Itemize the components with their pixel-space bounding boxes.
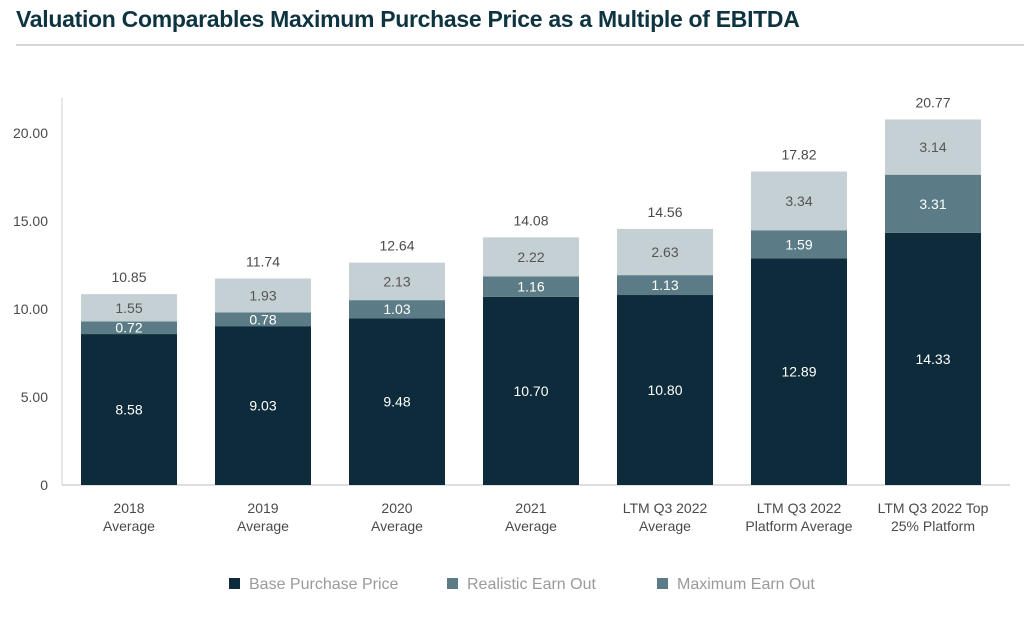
title-divider <box>16 44 1024 46</box>
x-category-label: 25% Platform <box>891 518 975 534</box>
bar-segment-realistic-earn-out <box>81 321 177 335</box>
x-category-label: LTM Q3 2022 Top <box>878 500 989 516</box>
data-label: 14.33 <box>915 351 950 367</box>
bar-segment-realistic-earn-out <box>483 276 579 297</box>
x-category-label: Average <box>639 518 691 534</box>
bar-segment-base-purchase-price <box>81 334 177 485</box>
x-category-label: Average <box>371 518 423 534</box>
y-tick-label: 20.00 <box>13 125 48 141</box>
legend-swatch <box>229 578 240 589</box>
data-label: 3.31 <box>919 196 946 212</box>
data-label: 0.78 <box>249 311 276 327</box>
x-category-label: Average <box>505 518 557 534</box>
data-label: 1.93 <box>249 287 276 303</box>
data-label: 2.22 <box>517 249 544 265</box>
legend-swatch <box>447 578 458 589</box>
bar-segment-maximum-earn-out <box>215 278 311 313</box>
data-label: 1.55 <box>115 300 142 316</box>
data-label: 3.34 <box>785 193 812 209</box>
y-tick-label: 15.00 <box>13 213 48 229</box>
bar-segment-realistic-earn-out <box>349 300 445 319</box>
chart-bars: 8.58 0.72 1.55 10.85 2018 Average 9.03 0.78 1.93… <box>81 94 989 534</box>
bar-segment-maximum-earn-out <box>349 262 445 301</box>
chart-legend: Base Purchase Price Realistic Earn Out Max… <box>229 576 815 593</box>
total-label: 14.56 <box>647 204 682 220</box>
data-label: 1.03 <box>383 301 410 317</box>
x-category-label: 2020 <box>381 500 412 516</box>
data-label: 3.14 <box>919 139 946 155</box>
data-label: 0.72 <box>115 320 142 336</box>
x-category-label: Average <box>237 518 289 534</box>
y-tick-label: 10.00 <box>13 301 48 317</box>
x-category-label: Average <box>103 518 155 534</box>
data-label: 9.48 <box>383 394 410 410</box>
data-label: 9.03 <box>249 398 276 414</box>
bar-segment-realistic-earn-out <box>617 275 713 296</box>
legend-entry-label: Base Purchase Price <box>249 576 399 593</box>
bar-segment-maximum-earn-out <box>617 228 713 276</box>
bar-segment-base-purchase-price <box>751 258 847 485</box>
y-tick-label: 5.00 <box>21 389 48 405</box>
data-label: 1.16 <box>517 279 544 295</box>
bar-segment-maximum-earn-out <box>885 119 981 175</box>
bar-segment-base-purchase-price <box>885 232 981 485</box>
legend-entry-label: Maximum Earn Out <box>677 576 815 593</box>
bar-segment-maximum-earn-out <box>483 237 579 277</box>
data-label: 2.63 <box>651 244 678 260</box>
total-label: 20.77 <box>915 94 950 110</box>
total-label: 10.85 <box>111 269 146 285</box>
data-label: 1.59 <box>785 236 812 252</box>
data-label: 2.13 <box>383 273 410 289</box>
total-label: 12.64 <box>379 238 414 254</box>
bar-segment-base-purchase-price <box>483 296 579 485</box>
y-tick-label: 0 <box>40 477 48 493</box>
legend-entry-label: Realistic Earn Out <box>467 576 596 593</box>
x-category-label: LTM Q3 2022 <box>623 500 708 516</box>
legend-swatch <box>657 578 668 589</box>
bar-segment-base-purchase-price <box>617 295 713 485</box>
bar-segment-realistic-earn-out <box>751 230 847 259</box>
bar-segment-base-purchase-price <box>215 326 311 485</box>
x-category-label: 2021 <box>515 500 546 516</box>
total-label: 17.82 <box>781 147 816 163</box>
bar-segment-maximum-earn-out <box>751 171 847 231</box>
data-label: 1.13 <box>651 277 678 293</box>
data-label: 8.58 <box>115 402 142 418</box>
chart-title: Valuation Comparables Maximum Purchase P… <box>16 6 800 32</box>
x-category-label: LTM Q3 2022 <box>757 500 842 516</box>
x-category-label: 2018 <box>113 500 144 516</box>
total-label: 14.08 <box>513 212 548 228</box>
data-label: 10.70 <box>513 383 548 399</box>
bar-segment-maximum-earn-out <box>81 294 177 322</box>
x-category-label: Platform Average <box>745 518 852 534</box>
bar-segment-realistic-earn-out <box>885 174 981 233</box>
bar-segment-base-purchase-price <box>349 318 445 485</box>
total-label: 11.74 <box>246 253 280 269</box>
data-label: 12.89 <box>781 364 816 380</box>
x-category-label: 2019 <box>247 500 278 516</box>
bar-segment-realistic-earn-out <box>215 312 311 327</box>
data-label: 10.80 <box>647 382 682 398</box>
